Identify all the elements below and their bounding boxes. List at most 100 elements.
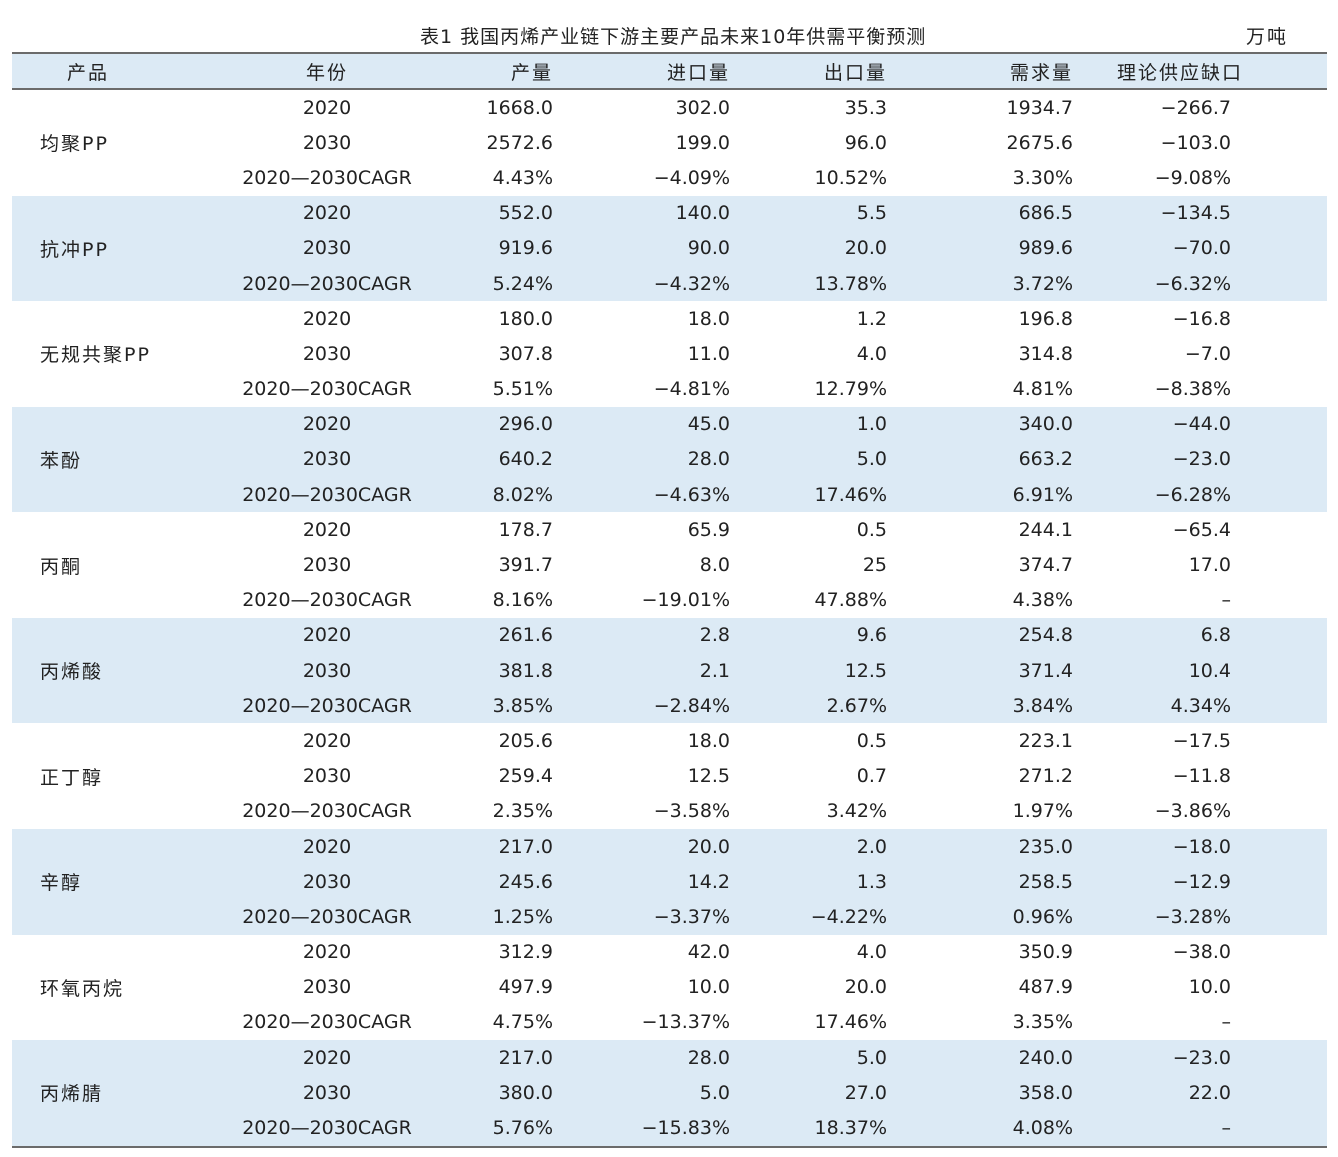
table-row: 2030 259.4 12.5 0.7 271.2 −11.8 [227,759,1327,794]
export-cell: 96.0 [844,131,887,154]
import-cell: −4.63% [653,483,730,506]
table-header-rule [12,88,1327,90]
year-cell: 2030 [302,448,352,471]
header-output: 产量 [510,61,553,84]
export-cell: 35.3 [844,96,887,119]
demand-cell: 271.2 [1018,765,1073,788]
demand-cell: 358.0 [1018,1081,1073,1104]
output-cell: 5.24% [492,272,553,295]
demand-cell: 487.9 [1018,976,1073,999]
demand-cell: 240.0 [1018,1046,1073,1069]
year-cell: 2020 [302,624,352,647]
output-cell: 919.6 [498,237,553,260]
import-cell: 8.0 [699,554,730,577]
year-cell: 2020 [302,202,352,225]
supply-gap-cell: 10.0 [1188,976,1231,999]
year-cell: 2030 [302,131,352,154]
import-cell: −19.01% [641,589,730,612]
export-cell: 5.0 [856,1046,887,1069]
supply-gap-cell: 22.0 [1188,1081,1231,1104]
product-group: 环氧丙烷 2020 312.9 42.0 4.0 350.9 −38.0 2030 497.9 1… [12,935,1327,1041]
export-cell: 17.46% [814,1011,887,1034]
table-row: 2020 178.7 65.9 0.5 244.1 −65.4 [227,512,1327,547]
supply-gap-cell: 4.34% [1170,694,1231,717]
table-row: 2020 217.0 28.0 5.0 240.0 −23.0 [227,1040,1327,1075]
supply-gap-cell: – [1221,589,1232,612]
table-row: 2020—2030CAGR 4.43% −4.09% 10.52% 3.30% −9.08… [227,160,1327,195]
product-group: 丙烯腈 2020 217.0 28.0 5.0 240.0 −23.0 2030 380.0 5.… [12,1040,1327,1146]
table-row: 2020—2030CAGR 5.24% −4.32% 13.78% 3.72% −6.32… [227,266,1327,301]
demand-cell: 3.30% [1012,166,1073,189]
product-group: 抗冲PP 2020 552.0 140.0 5.5 686.5 −134.5 2030 919.… [12,195,1327,302]
table-row: 2020 205.6 18.0 0.5 223.1 −17.5 [227,723,1327,758]
import-cell: 45.0 [687,413,730,436]
output-cell: 312.9 [498,941,553,964]
demand-cell: 4.38% [1012,589,1073,612]
table-row: 2020 261.6 2.8 9.6 254.8 6.8 [227,618,1327,653]
import-cell: 18.0 [687,729,730,752]
table-row: 2020 312.9 42.0 4.0 350.9 −38.0 [227,935,1327,970]
table-row: 2020—2030CAGR 5.76% −15.83% 18.37% 4.08% – [227,1110,1327,1145]
demand-cell: 314.8 [1018,342,1073,365]
supply-gap-cell: −38.0 [1172,941,1231,964]
year-cell: 2020 [302,835,352,858]
demand-cell: 686.5 [1018,202,1073,225]
product-group: 正丁醇 2020 205.6 18.0 0.5 223.1 −17.5 2030 259.4 12… [12,723,1327,829]
demand-cell: 258.5 [1018,870,1073,893]
output-cell: 261.6 [498,624,553,647]
table-row: 2020 552.0 140.0 5.5 686.5 −134.5 [227,196,1327,231]
year-cell: 2030 [302,976,352,999]
product-name: 苯酚 [40,449,83,472]
table-bottom-rule [12,1145,1327,1148]
export-cell: 20.0 [844,976,887,999]
demand-cell: 223.1 [1018,729,1073,752]
demand-cell: 3.84% [1012,694,1073,717]
export-cell: 12.79% [814,378,887,401]
table-row: 2030 380.0 5.0 27.0 358.0 22.0 [227,1075,1327,1110]
output-cell: 4.75% [492,1011,553,1034]
table-top-rule [12,52,1327,54]
supply-gap-cell: −16.8 [1172,307,1231,330]
export-cell: 5.5 [856,202,887,225]
import-cell: 2.8 [699,624,730,647]
supply-gap-cell: −9.08% [1154,166,1231,189]
product-name: 正丁醇 [40,766,104,789]
import-cell: −4.32% [653,272,730,295]
supply-gap-cell: −18.0 [1172,835,1231,858]
table-row: 2020 1668.0 302.0 35.3 1934.7 −266.7 [227,90,1327,125]
table-row: 2030 307.8 11.0 4.0 314.8 −7.0 [227,336,1327,371]
year-cell: 2020—2030CAGR [242,483,412,506]
product-name: 均聚PP [40,133,109,156]
table-row: 2020—2030CAGR 5.51% −4.81% 12.79% 4.81% −8.38… [227,372,1327,407]
demand-cell: 2675.6 [1006,131,1073,154]
table-row: 2020—2030CAGR 8.16% −19.01% 47.88% 4.38% – [227,583,1327,618]
output-cell: 497.9 [498,976,553,999]
export-cell: 9.6 [856,624,887,647]
supply-gap-cell: −6.32% [1154,272,1231,295]
export-cell: 2.67% [826,694,887,717]
export-cell: 1.2 [856,307,887,330]
year-cell: 2020—2030CAGR [242,166,412,189]
export-cell: 47.88% [814,589,887,612]
output-cell: 5.51% [492,378,553,401]
import-cell: −3.37% [653,905,730,928]
supply-gap-cell: −6.28% [1154,483,1231,506]
table-row: 2030 640.2 28.0 5.0 663.2 −23.0 [227,442,1327,477]
supply-gap-cell: −3.28% [1154,905,1231,928]
export-cell: 4.0 [856,941,887,964]
import-cell: −15.83% [641,1117,730,1140]
table-caption: 表1 我国丙烯产业链下游主要产品未来10年供需平衡预测 万吨 [0,22,1338,48]
product-name: 丙烯腈 [40,1083,104,1106]
supply-gap-cell: – [1221,1011,1232,1034]
year-cell: 2030 [302,1081,352,1104]
import-cell: −2.84% [653,694,730,717]
year-cell: 2020 [302,729,352,752]
output-cell: 217.0 [498,835,553,858]
year-cell: 2030 [302,342,352,365]
import-cell: 12.5 [687,765,730,788]
import-cell: 90.0 [687,237,730,260]
table-body: 均聚PP 2020 1668.0 302.0 35.3 1934.7 −266.7 2030 2… [12,90,1327,1146]
year-cell: 2020—2030CAGR [242,589,412,612]
table-row: 2030 2572.6 199.0 96.0 2675.6 −103.0 [227,125,1327,160]
export-cell: 17.46% [814,483,887,506]
